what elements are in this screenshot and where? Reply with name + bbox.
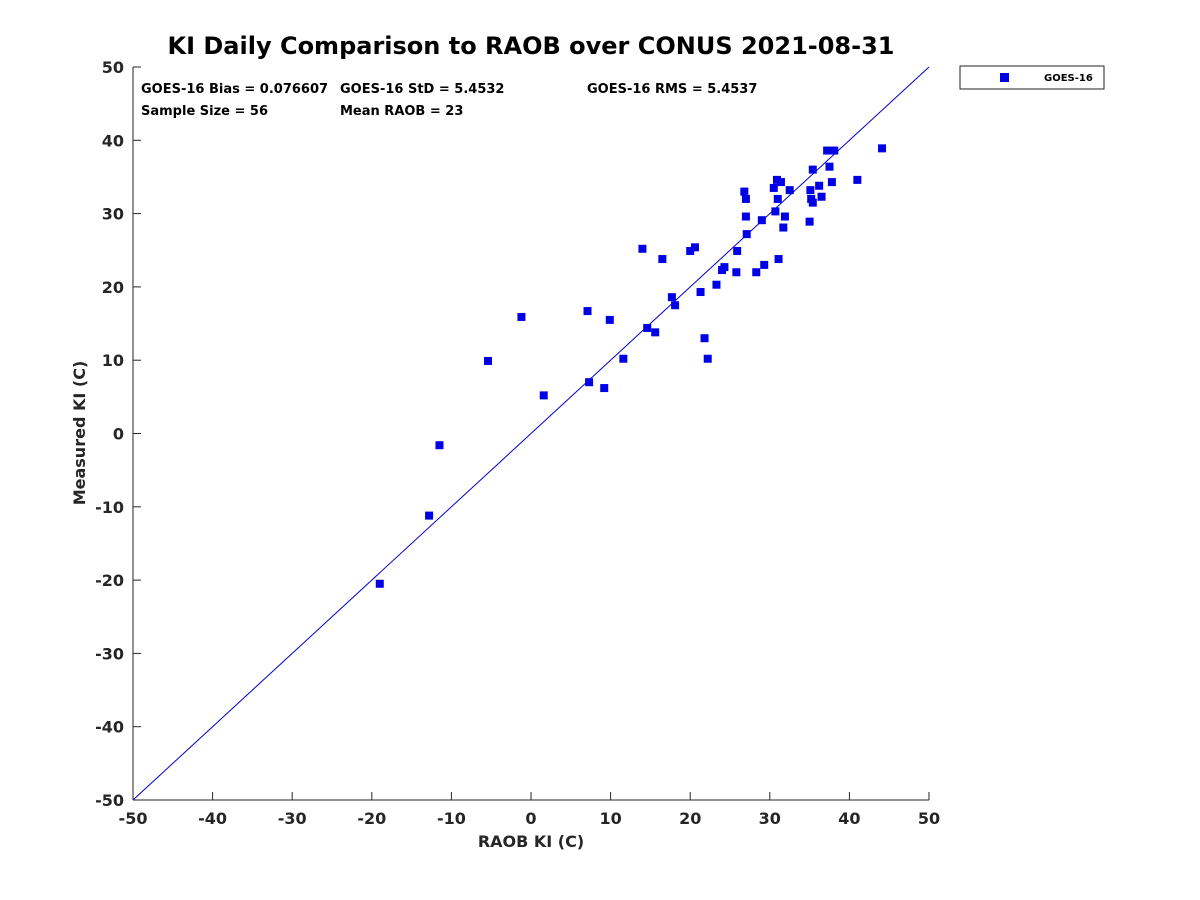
- legend-marker-square-icon: [1000, 73, 1009, 82]
- y-tick-label: 20: [102, 278, 124, 297]
- stat-mean-raob: Mean RAOB = 23: [340, 104, 463, 119]
- data-point: [690, 243, 699, 252]
- data-point: [827, 178, 836, 187]
- data-point: [776, 178, 785, 187]
- data-point: [817, 192, 826, 201]
- y-tick-label: -10: [95, 498, 124, 517]
- data-point: [853, 175, 862, 184]
- data-point: [517, 312, 526, 321]
- data-point: [667, 293, 676, 302]
- x-tick-label: 0: [525, 809, 536, 828]
- data-point: [808, 165, 817, 174]
- data-point: [583, 307, 592, 316]
- one-to-one-reference-line: [132, 66, 930, 801]
- data-point: [741, 212, 750, 221]
- data-point: [720, 263, 729, 272]
- data-point: [712, 280, 721, 289]
- data-point: [773, 194, 782, 203]
- legend-box: [959, 65, 1105, 90]
- stats-annotations: GOES-16 Bias = 0.076607 GOES-16 StD = 5.…: [141, 82, 757, 119]
- y-tick-label: 40: [102, 131, 124, 150]
- data-point: [686, 246, 695, 255]
- y-tick-label: -20: [95, 571, 124, 590]
- y-tick-label: 50: [102, 58, 124, 77]
- data-point: [733, 246, 742, 255]
- data-point: [643, 323, 652, 332]
- data-point: [774, 255, 783, 264]
- data-point: [771, 207, 780, 216]
- data-point: [830, 146, 839, 155]
- data-point: [484, 356, 493, 365]
- stat-std: GOES-16 StD = 5.4532: [340, 82, 504, 97]
- stat-rms: GOES-16 RMS = 5.4537: [587, 82, 757, 97]
- data-point: [435, 441, 444, 450]
- data-point: [539, 391, 548, 400]
- y-axis-label: Measured KI (C): [70, 361, 89, 506]
- data-point: [757, 216, 766, 225]
- x-tick-label: 30: [759, 809, 781, 828]
- data-point: [700, 334, 709, 343]
- y-tick-label: -50: [95, 791, 124, 810]
- data-point: [779, 223, 788, 232]
- data-point: [696, 288, 705, 297]
- x-tick-label: -40: [198, 809, 227, 828]
- data-point: [671, 301, 680, 310]
- series-goes16-points: [375, 144, 887, 588]
- x-tick-label: 40: [838, 809, 860, 828]
- y-tick-label: -40: [95, 718, 124, 737]
- stat-bias: GOES-16 Bias = 0.076607: [141, 82, 328, 97]
- data-point: [785, 186, 794, 195]
- x-axis-ticks: -50 -40 -30 -20 -10 0 10 20 30 40 50: [119, 792, 940, 828]
- data-point: [825, 162, 834, 171]
- data-point: [741, 194, 750, 203]
- y-tick-label: 10: [102, 351, 124, 370]
- y-axis-ticks: 50 40 30 20 10 0 -10 -20 -30 -40 -50: [95, 58, 141, 810]
- stat-sample-size: Sample Size = 56: [141, 104, 268, 119]
- data-point: [805, 217, 814, 226]
- data-point: [651, 328, 660, 337]
- data-point: [375, 579, 384, 588]
- chart-title: KI Daily Comparison to RAOB over CONUS 2…: [168, 32, 895, 60]
- x-tick-label: 50: [918, 809, 940, 828]
- data-point: [823, 146, 832, 155]
- data-point: [742, 230, 751, 239]
- data-point: [658, 255, 667, 264]
- data-point: [619, 354, 628, 363]
- data-point: [878, 144, 887, 153]
- data-point: [585, 378, 594, 387]
- y-tick-label: 0: [113, 425, 124, 444]
- data-point: [732, 268, 741, 277]
- data-point: [740, 187, 749, 196]
- legend: GOES-16: [959, 65, 1105, 90]
- data-point: [605, 315, 614, 324]
- plot-area: [132, 66, 930, 801]
- data-point: [808, 198, 817, 207]
- data-point: [780, 212, 789, 221]
- x-tick-label: -10: [437, 809, 466, 828]
- data-point: [815, 181, 824, 190]
- y-tick-label: -30: [95, 644, 124, 663]
- y-tick-label: 30: [102, 205, 124, 224]
- x-tick-label: 10: [599, 809, 621, 828]
- data-point: [638, 244, 647, 253]
- data-point: [806, 186, 815, 195]
- x-tick-label: -30: [278, 809, 307, 828]
- x-tick-label: -20: [357, 809, 386, 828]
- legend-entry-goes16: GOES-16: [1044, 73, 1093, 84]
- data-point: [752, 268, 761, 277]
- x-tick-label: 20: [679, 809, 701, 828]
- x-tick-label: -50: [119, 809, 148, 828]
- data-point: [425, 511, 434, 520]
- x-axis-label: RAOB KI (C): [478, 832, 584, 851]
- data-point: [600, 384, 609, 393]
- data-point: [769, 183, 778, 192]
- data-point: [703, 354, 712, 363]
- data-point: [760, 260, 769, 269]
